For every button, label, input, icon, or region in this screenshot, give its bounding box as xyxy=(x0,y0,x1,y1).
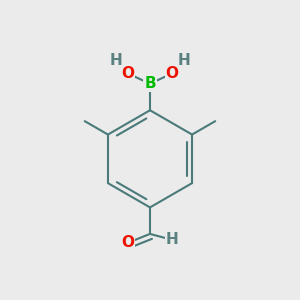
Text: H: H xyxy=(166,232,178,247)
Text: O: O xyxy=(122,66,134,81)
Text: B: B xyxy=(144,76,156,91)
Text: H: H xyxy=(178,53,190,68)
Text: H: H xyxy=(110,53,122,68)
Text: O: O xyxy=(166,66,178,81)
Text: O: O xyxy=(122,235,134,250)
